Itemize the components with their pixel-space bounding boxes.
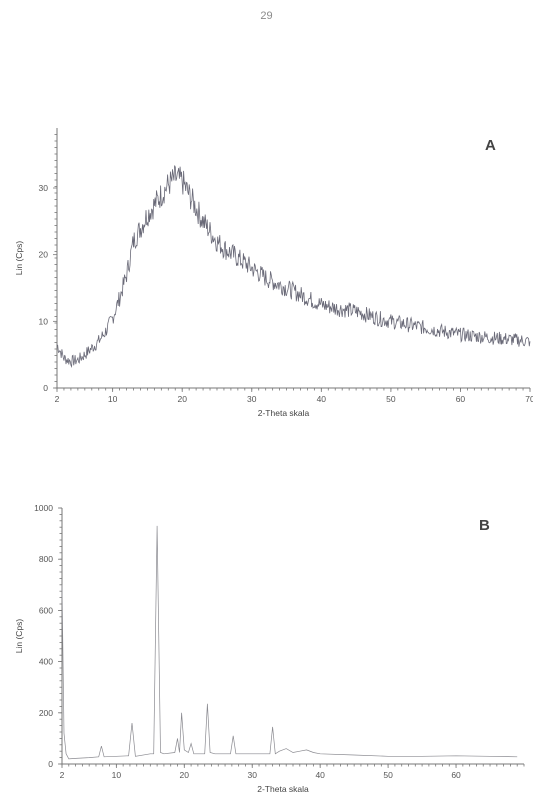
x-tick-label: 20 xyxy=(180,770,190,780)
y-tick-label: 200 xyxy=(39,708,53,718)
y-axis-label: Lin (Cps) xyxy=(14,619,24,654)
y-tick-label: 1000 xyxy=(34,503,53,513)
y-axis-label: Lin (Cps) xyxy=(14,241,24,276)
series-line xyxy=(61,525,518,760)
x-tick-label: 10 xyxy=(112,770,122,780)
x-tick-label: 50 xyxy=(383,770,393,780)
y-tick-label: 600 xyxy=(39,605,53,615)
panel-label-b: B xyxy=(479,517,490,534)
x-tick-label: 2 xyxy=(60,770,65,780)
x-tick-label: 60 xyxy=(456,394,466,404)
y-tick-label: 0 xyxy=(43,383,48,393)
page-number: 29 xyxy=(260,10,273,22)
x-tick-label: 20 xyxy=(177,394,187,404)
panel-label-a: A xyxy=(485,137,496,154)
x-tick-label: 30 xyxy=(247,394,257,404)
x-axis-label: 2-Theta skala xyxy=(258,408,310,418)
series-line xyxy=(56,165,531,368)
x-tick-label: 40 xyxy=(315,770,325,780)
y-tick-label: 400 xyxy=(39,657,53,667)
x-tick-label: 50 xyxy=(386,394,396,404)
x-tick-label: 10 xyxy=(108,394,118,404)
x-tick-label: 40 xyxy=(317,394,327,404)
y-tick-label: 20 xyxy=(39,250,49,260)
x-axis-label: 2-Theta skala xyxy=(257,784,309,794)
x-tick-label: 70 xyxy=(525,394,533,404)
y-tick-label: 10 xyxy=(39,316,49,326)
x-tick-label: 60 xyxy=(451,770,461,780)
y-tick-label: 800 xyxy=(39,554,53,564)
x-tick-label: 30 xyxy=(248,770,258,780)
y-tick-label: 30 xyxy=(39,183,49,193)
y-tick-label: 0 xyxy=(48,759,53,769)
x-tick-label: 2 xyxy=(55,394,60,404)
